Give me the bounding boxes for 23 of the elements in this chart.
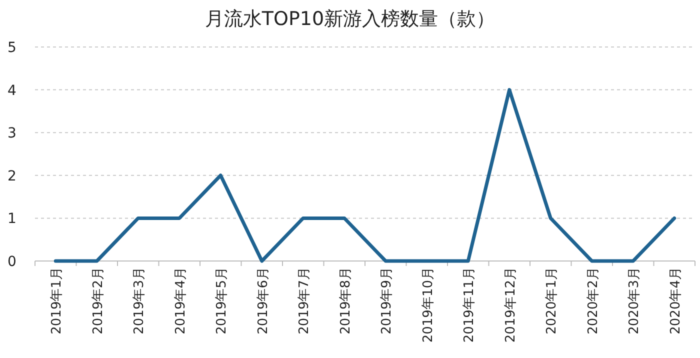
x-tick-label: 2019年9月 bbox=[380, 267, 395, 334]
y-tick-label: 4 bbox=[8, 82, 17, 99]
x-tick-label: 2019年5月 bbox=[214, 267, 230, 334]
x-tick-label: 2019年4月 bbox=[173, 267, 188, 334]
x-tick-label: 2019年8月 bbox=[338, 267, 354, 334]
y-tick-label: 5 bbox=[8, 40, 16, 56]
x-tick-label: 2020年1月 bbox=[544, 267, 560, 334]
x-tick-label: 2020年3月 bbox=[627, 267, 642, 334]
y-tick-label: 0 bbox=[8, 254, 16, 270]
x-tick-label: 2019年6月 bbox=[256, 267, 271, 334]
x-tick-label: 2019年7月 bbox=[297, 267, 312, 334]
x-tick-label: 2019年12月 bbox=[503, 267, 518, 343]
y-tick-label: 3 bbox=[8, 126, 16, 142]
x-tick-label: 2020年4月 bbox=[668, 267, 684, 334]
y-tick-label: 2 bbox=[8, 168, 16, 184]
x-tick-label: 2020年2月 bbox=[586, 267, 601, 334]
x-tick-label: 2019年2月 bbox=[90, 267, 106, 334]
x-tick-label: 2019年1月 bbox=[50, 267, 65, 334]
x-tick-label: 2019年11月 bbox=[462, 267, 478, 343]
chart-title: 月流水TOP10新游入榜数量（款） bbox=[204, 8, 496, 30]
y-tick-label: 1 bbox=[8, 211, 16, 228]
x-tick-label: 2019年10月 bbox=[420, 267, 436, 343]
x-tick-label: 2019年3月 bbox=[132, 267, 148, 334]
